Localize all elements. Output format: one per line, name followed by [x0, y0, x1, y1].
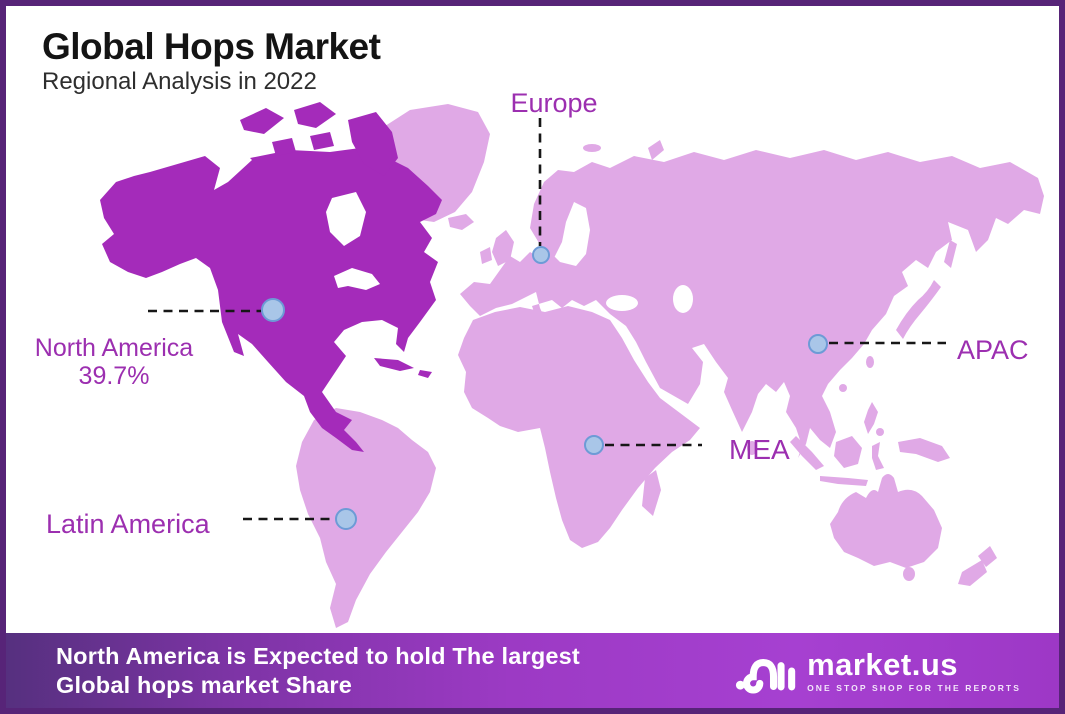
marketus-brand-name: market.us: [807, 646, 959, 682]
region-label-north-america: North America 39.7%: [16, 334, 212, 390]
map-africa: [458, 306, 700, 548]
marker-latin-america: [335, 508, 357, 530]
map-baffin-island: [348, 112, 398, 176]
map-new-guinea: [898, 438, 950, 462]
marker-apac: [808, 334, 828, 354]
region-share-north-america: 39.7%: [78, 362, 150, 390]
header: Global Hops Market Regional Analysis in …: [42, 26, 381, 96]
marketus-logo-text: market.us ONE STOP SHOP FOR THE REPORTS: [807, 649, 1021, 693]
banner-text: North America is Expected to hold The la…: [56, 642, 580, 700]
marketus-tagline: ONE STOP SHOP FOR THE REPORTS: [807, 682, 1021, 693]
marketus-logo: market.us ONE STOP SHOP FOR THE REPORTS: [735, 648, 1021, 694]
map-madagascar: [642, 470, 661, 516]
page-subtitle: Regional Analysis in 2022: [42, 68, 317, 95]
marker-north-america: [261, 298, 285, 322]
map-philippines-south: [876, 428, 884, 436]
map-south-america: [296, 408, 436, 628]
map-java: [820, 476, 868, 486]
map-iceland: [448, 214, 474, 230]
bottom-banner: North America is Expected to hold The la…: [6, 633, 1059, 708]
map-japan: [896, 280, 941, 339]
region-label-apac: APAC: [957, 335, 1029, 365]
map-australia: [830, 474, 942, 568]
region-label-europe: Europe: [510, 88, 598, 118]
banner-line-2: Global hops market Share: [56, 671, 353, 698]
map-uk: [492, 230, 514, 266]
map-borneo: [834, 436, 862, 468]
map-ireland: [480, 247, 492, 264]
map-cuba: [374, 358, 414, 371]
map-svalbard: [583, 144, 601, 152]
map-arctic-island-3: [272, 138, 296, 156]
map-hispaniola: [418, 370, 432, 378]
map-novaya-zemlya: [648, 140, 664, 160]
region-label-latin-america: Latin America: [46, 509, 210, 539]
region-label-mea: MEA: [729, 434, 790, 465]
map-sakhalin: [944, 240, 957, 268]
marker-mea: [584, 435, 604, 455]
world-map: [100, 102, 1044, 628]
map-arctic-island-1: [240, 108, 284, 134]
marker-europe: [532, 246, 550, 264]
map-tasmania: [903, 567, 915, 581]
map-black-sea: [606, 295, 638, 311]
map-philippines: [864, 402, 878, 434]
region-label-north-america-name: North America: [34, 334, 194, 362]
page-title: Global Hops Market: [42, 26, 381, 67]
map-caspian-sea: [673, 285, 693, 313]
marketus-logo-icon: [735, 658, 796, 694]
map-arctic-island-4: [310, 132, 334, 150]
banner-line-1: North America is Expected to hold The la…: [56, 642, 580, 669]
map-arctic-island-2: [294, 102, 336, 128]
map-sulawesi: [872, 442, 884, 470]
map-hainan: [839, 384, 847, 392]
map-taiwan: [866, 356, 874, 368]
map-new-zealand-north: [978, 546, 997, 567]
map-eurasia: [460, 150, 1044, 458]
map-new-zealand-south: [958, 560, 987, 586]
map-sri-lanka: [747, 441, 757, 455]
map-sumatra: [790, 436, 824, 470]
